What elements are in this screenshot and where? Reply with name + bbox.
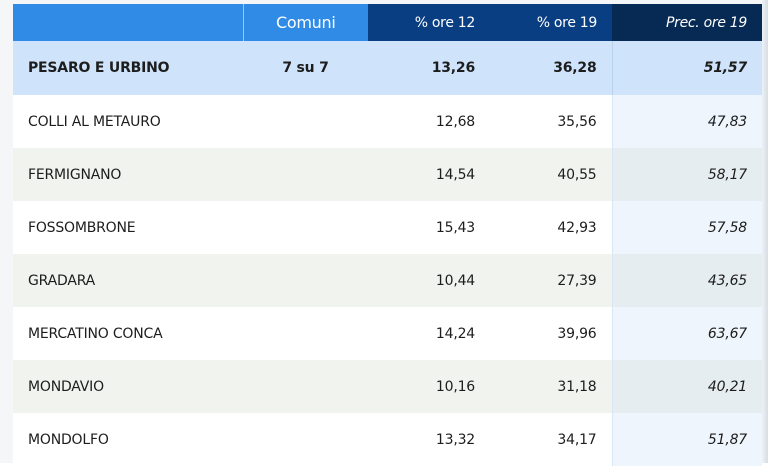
turnout-table: Comuni % ore 12 % ore 19 Prec. ore 19 PE…	[13, 4, 762, 466]
table-row[interactable]: FOSSOMBRONE 15,43 42,93 57,58	[13, 201, 762, 254]
comune-pct-12: 14,24	[368, 307, 490, 360]
header-name	[13, 4, 244, 41]
header-pct-19[interactable]: % ore 19	[490, 4, 612, 41]
header-prev-19[interactable]: Prec. ore 19	[612, 4, 762, 41]
province-total-row[interactable]: PESARO E URBINO 7 su 7 13,26 36,28 51,57	[13, 41, 762, 95]
comune-name: MONDAVIO	[13, 360, 243, 413]
table-row[interactable]: FERMIGNANO 14,54 40,55 58,17	[13, 148, 762, 201]
comune-pct-12: 12,68	[368, 95, 490, 148]
comune-pct-19: 31,18	[490, 360, 612, 413]
table-row[interactable]: COLLI AL METAURO 12,68 35,56 47,83	[13, 95, 762, 148]
comune-comuni	[243, 360, 368, 413]
table-row[interactable]: MERCATINO CONCA 14,24 39,96 63,67	[13, 307, 762, 360]
comune-name: MONDOLFO	[13, 413, 243, 466]
province-prev-19: 51,57	[611, 41, 762, 95]
comune-pct-19: 42,93	[490, 201, 612, 254]
comune-pct-19: 35,56	[490, 95, 612, 148]
comune-prev-19: 40,21	[611, 360, 762, 413]
table-row[interactable]: MONDAVIO 10,16 31,18 40,21	[13, 360, 762, 413]
comune-pct-12: 10,16	[368, 360, 490, 413]
comune-comuni	[243, 413, 368, 466]
province-pct-12: 13,26	[368, 41, 490, 95]
comune-prev-19: 63,67	[611, 307, 762, 360]
comune-pct-19: 27,39	[490, 254, 612, 307]
comune-pct-12: 14,54	[368, 148, 490, 201]
comune-prev-19: 43,65	[611, 254, 762, 307]
comune-name: GRADARA	[13, 254, 243, 307]
table-header-row: Comuni % ore 12 % ore 19 Prec. ore 19	[13, 4, 762, 41]
comune-name: FERMIGNANO	[13, 148, 243, 201]
comune-comuni	[243, 307, 368, 360]
comune-comuni	[243, 95, 368, 148]
comune-pct-19: 39,96	[490, 307, 612, 360]
header-pct-12[interactable]: % ore 12	[368, 4, 490, 41]
comune-pct-12: 15,43	[368, 201, 490, 254]
province-comuni: 7 su 7	[243, 41, 368, 95]
comune-prev-19: 58,17	[611, 148, 762, 201]
comune-comuni	[243, 148, 368, 201]
comune-name: COLLI AL METAURO	[13, 95, 243, 148]
comune-prev-19: 57,58	[611, 201, 762, 254]
comune-name: FOSSOMBRONE	[13, 201, 243, 254]
province-pct-19: 36,28	[490, 41, 612, 95]
comune-comuni	[243, 201, 368, 254]
comune-comuni	[243, 254, 368, 307]
table-row[interactable]: MONDOLFO 13,32 34,17 51,87	[13, 413, 762, 466]
comune-prev-19: 51,87	[611, 413, 762, 466]
province-name: PESARO E URBINO	[13, 41, 243, 95]
comune-pct-19: 34,17	[490, 413, 612, 466]
comune-pct-12: 13,32	[368, 413, 490, 466]
comune-prev-19: 47,83	[611, 95, 762, 148]
scroll-edge	[762, 0, 768, 463]
table-row[interactable]: GRADARA 10,44 27,39 43,65	[13, 254, 762, 307]
comune-pct-12: 10,44	[368, 254, 490, 307]
comune-name: MERCATINO CONCA	[13, 307, 243, 360]
comune-pct-19: 40,55	[490, 148, 612, 201]
header-comuni[interactable]: Comuni	[243, 4, 368, 41]
